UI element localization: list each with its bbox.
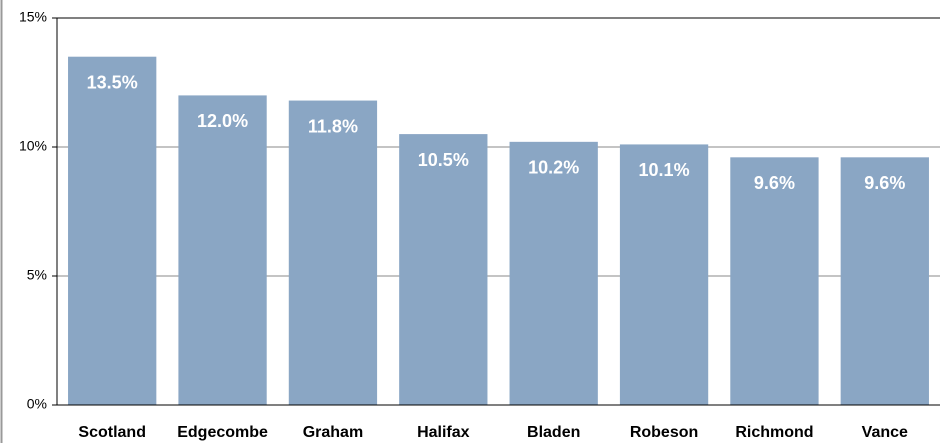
data-label: 11.8% bbox=[308, 116, 358, 136]
x-tick-label: Richmond bbox=[735, 424, 813, 441]
data-label: 10.5% bbox=[418, 150, 469, 170]
x-tick-label: Scotland bbox=[78, 424, 146, 441]
data-label: 10.2% bbox=[528, 158, 579, 178]
x-tick-label: Halifax bbox=[417, 424, 470, 441]
x-tick-label: Bladen bbox=[527, 424, 580, 441]
data-label: 12.0% bbox=[197, 111, 248, 131]
y-tick-label: 10% bbox=[19, 138, 47, 154]
x-tick-label: Vance bbox=[862, 424, 908, 441]
data-label: 13.5% bbox=[87, 72, 138, 92]
data-label: 9.6% bbox=[754, 173, 795, 193]
x-tick-label: Graham bbox=[303, 424, 363, 441]
bar bbox=[288, 100, 378, 405]
bar bbox=[619, 144, 709, 406]
bar bbox=[399, 134, 488, 405]
bar bbox=[509, 141, 598, 405]
bar bbox=[840, 157, 929, 405]
x-tick-label: Edgecombe bbox=[177, 424, 268, 441]
bar bbox=[68, 56, 157, 405]
x-tick-label: Robeson bbox=[630, 424, 698, 441]
y-tick-label: 15% bbox=[19, 9, 47, 25]
bar bbox=[730, 157, 819, 405]
data-label: 9.6% bbox=[864, 173, 905, 193]
data-label: 10.1% bbox=[639, 160, 690, 180]
bar bbox=[178, 95, 267, 406]
y-tick-label: 5% bbox=[27, 267, 47, 283]
y-tick-label: 0% bbox=[27, 396, 47, 412]
